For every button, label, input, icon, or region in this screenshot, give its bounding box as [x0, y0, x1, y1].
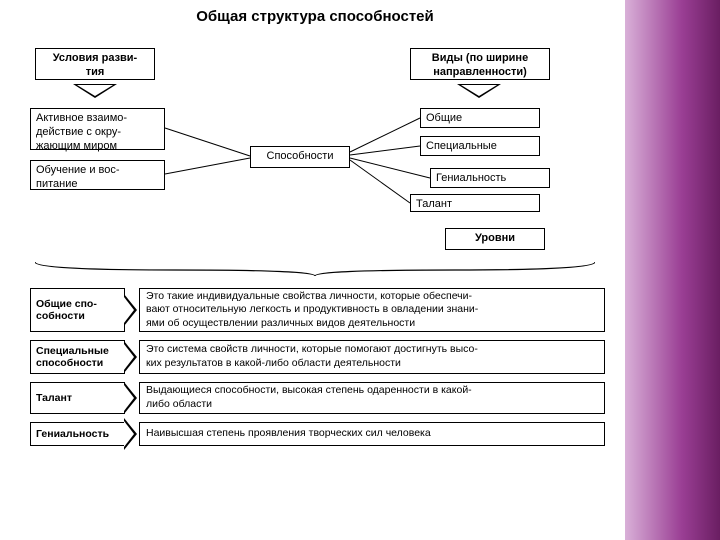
arrow-right-icon — [125, 340, 139, 374]
page: Общая структура способностей Условия раз… — [0, 0, 720, 540]
def-text: Наивысшая степень проявления творческих … — [139, 422, 605, 446]
condition-education: Обучение и вос- питание — [30, 160, 165, 190]
arrow-down-icon — [73, 84, 117, 98]
page-title: Общая структура способностей — [15, 8, 615, 25]
def-text: Это система свойств личности, которые по… — [139, 340, 605, 374]
type-talent: Талант — [410, 194, 540, 212]
arrow-right-icon — [125, 382, 139, 414]
definition-row-general: Общие спо- собности Это такие индивидуал… — [30, 288, 605, 332]
definition-row-genius: Гениальность Наивысшая степень проявлени… — [30, 422, 605, 446]
type-special: Специальные — [420, 136, 540, 156]
type-genius: Гениальность — [430, 168, 550, 188]
sidebar-gradient — [625, 0, 720, 540]
header-conditions: Условия разви- тия — [35, 48, 155, 80]
header-types: Виды (по ширине направленности) — [410, 48, 550, 80]
levels-box: Уровни — [445, 228, 545, 250]
center-abilities: Способности — [250, 146, 350, 168]
def-label: Талант — [30, 382, 125, 414]
diagram-content: Общая структура способностей Условия раз… — [15, 8, 615, 43]
condition-interaction: Активное взаимо- действие с окру- жающим… — [30, 108, 165, 150]
arrow-right-icon — [125, 422, 139, 446]
def-text: Выдающиеся способности, высокая степень … — [139, 382, 605, 414]
def-text: Это такие индивидуальные свойства личнос… — [139, 288, 605, 332]
def-label: Гениальность — [30, 422, 125, 446]
def-label: Специальные способности — [30, 340, 125, 374]
definition-row-talent: Талант Выдающиеся способности, высокая с… — [30, 382, 605, 414]
type-general: Общие — [420, 108, 540, 128]
definition-row-special: Специальные способности Это система свой… — [30, 340, 605, 374]
arrow-down-icon — [457, 84, 501, 98]
def-label: Общие спо- собности — [30, 288, 125, 332]
curly-brace-icon — [35, 260, 595, 278]
arrow-right-icon — [125, 288, 139, 332]
